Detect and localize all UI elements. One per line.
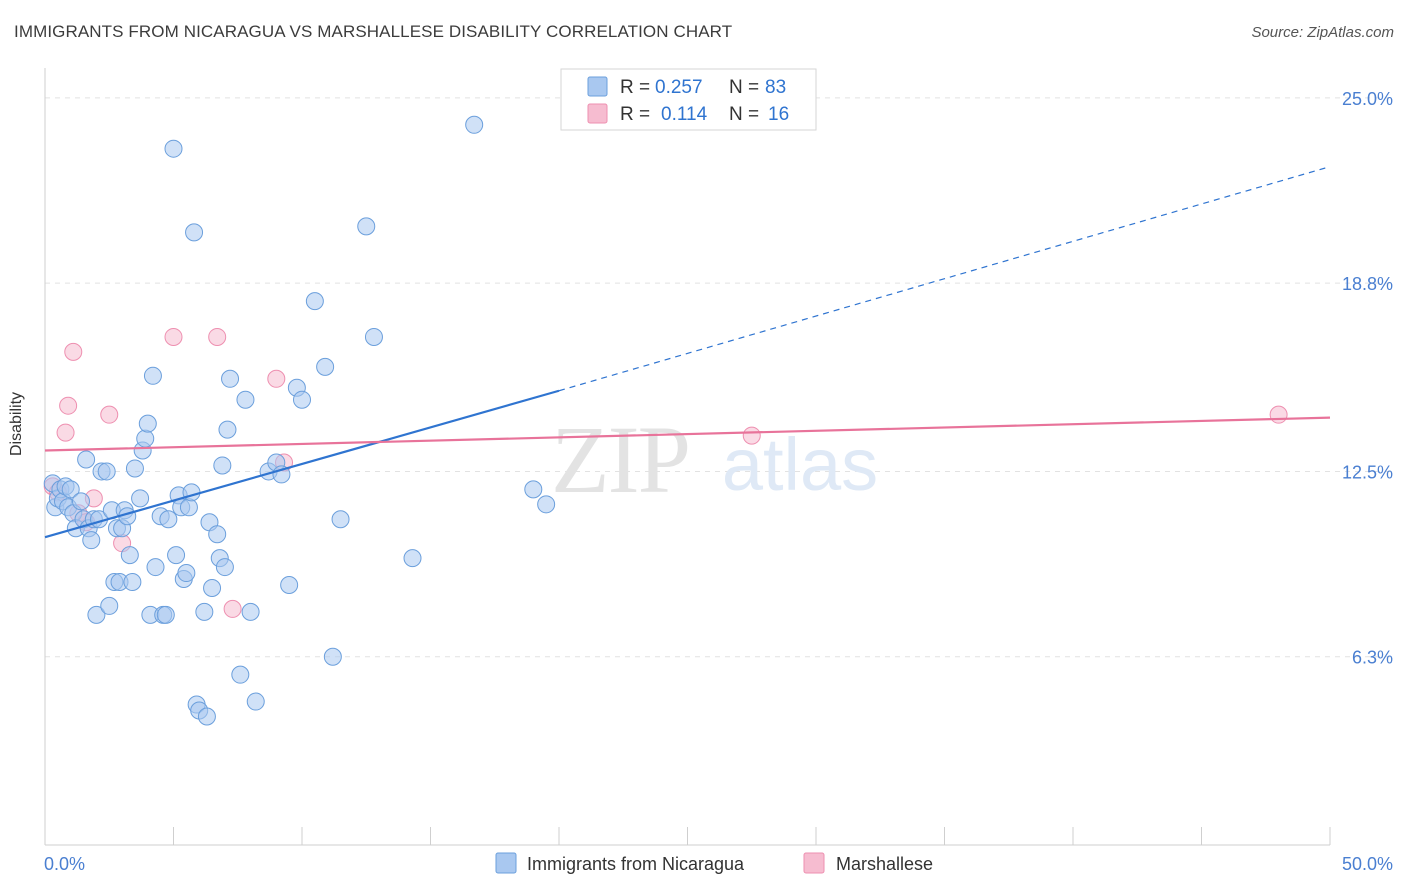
data-point-marshallese: [267, 369, 286, 388]
data-point-marshallese: [742, 426, 761, 445]
legend-n-label: N =: [729, 77, 759, 98]
data-point-marshallese: [208, 327, 227, 346]
data-point-nicaragua: [195, 602, 214, 621]
data-point-nicaragua: [293, 390, 311, 409]
source-label: Source: ZipAtlas.com: [1251, 24, 1394, 41]
data-point-nicaragua: [208, 525, 227, 544]
legend-bottom: Immigrants from Nicaragua Marshallese: [495, 852, 933, 874]
data-point-marshallese: [59, 396, 78, 415]
y-tick-label: 25.0%: [1342, 89, 1393, 109]
trend-line-marshallese: [44, 416, 1331, 452]
data-point-nicaragua: [159, 510, 178, 529]
nicaragua-points: [43, 115, 556, 726]
y-tick-label: 18.8%: [1342, 274, 1393, 294]
data-point-nicaragua: [331, 510, 350, 529]
trend-lines: [44, 166, 1331, 539]
chart-title: IMMIGRANTS FROM NICARAGUA VS MARSHALLESE…: [14, 22, 733, 41]
data-point-nicaragua: [403, 549, 422, 568]
data-point-nicaragua: [246, 692, 265, 711]
data-point-nicaragua: [524, 480, 543, 499]
y-tick-label: 12.5%: [1342, 462, 1393, 482]
legend-series-name: Marshallese: [836, 854, 933, 874]
data-point-nicaragua: [182, 483, 201, 502]
data-point-nicaragua: [236, 390, 255, 409]
data-point-nicaragua: [203, 578, 222, 597]
data-point-marshallese: [100, 405, 119, 424]
data-point-nicaragua: [177, 564, 196, 583]
legend-series-name: Immigrants from Nicaragua: [527, 854, 745, 874]
legend-top: R = 0.257 N = 83 R = 0.114 N = 16: [560, 68, 817, 131]
data-point-nicaragua: [97, 462, 116, 481]
legend-r-label: R =: [620, 77, 650, 98]
legend-swatch-blue: [495, 852, 517, 874]
data-point-nicaragua: [364, 327, 383, 346]
data-point-nicaragua: [537, 495, 556, 514]
data-point-nicaragua: [123, 573, 142, 592]
data-point-nicaragua: [143, 366, 162, 385]
x-tick-label: 50.0%: [1342, 854, 1393, 874]
data-point-nicaragua: [131, 489, 150, 508]
legend-swatch-blue: [587, 76, 608, 97]
data-point-nicaragua: [136, 429, 155, 448]
axes: [44, 68, 1331, 846]
data-point-nicaragua: [323, 647, 342, 666]
legend-n-value: 83: [765, 77, 786, 98]
data-point-marshallese: [164, 327, 183, 346]
data-point-nicaragua: [197, 707, 216, 726]
data-point-nicaragua: [215, 558, 234, 577]
legend-r-value: 0.114: [661, 104, 708, 125]
data-point-marshallese: [1269, 405, 1288, 424]
data-point-nicaragua: [71, 492, 90, 511]
tick-labels: 6.3% 12.5% 18.8% 25.0% 0.0% 50.0%: [44, 89, 1393, 874]
data-point-nicaragua: [164, 139, 183, 158]
data-point-nicaragua: [231, 665, 250, 684]
data-point-nicaragua: [179, 498, 198, 517]
legend-swatch-pink: [803, 852, 825, 874]
data-point-nicaragua: [221, 369, 240, 388]
data-point-nicaragua: [167, 546, 186, 565]
data-point-nicaragua: [213, 456, 232, 475]
data-point-nicaragua: [82, 531, 101, 550]
trend-line-nicaragua-extension: [558, 166, 1331, 392]
data-point-nicaragua: [125, 459, 144, 478]
trend-line-nicaragua: [44, 389, 560, 539]
data-point-marshallese: [56, 423, 75, 442]
data-point-nicaragua: [146, 558, 165, 577]
data-point-nicaragua: [218, 420, 237, 439]
y-tick-label: 6.3%: [1352, 648, 1393, 668]
legend-r-label: R =: [620, 104, 650, 125]
data-point-nicaragua: [316, 357, 335, 376]
data-point-nicaragua: [357, 217, 376, 236]
data-point-nicaragua: [138, 414, 157, 433]
data-point-nicaragua: [465, 115, 484, 134]
data-point-marshallese: [223, 599, 242, 618]
data-point-nicaragua: [77, 450, 96, 469]
data-point-nicaragua: [185, 223, 204, 242]
data-point-nicaragua: [305, 292, 324, 311]
watermark-zip: ZIP: [551, 406, 689, 513]
data-point-marshallese: [64, 342, 83, 361]
data-point-nicaragua: [87, 605, 106, 624]
data-point-nicaragua: [280, 576, 299, 595]
legend-n-value: 16: [768, 104, 789, 125]
watermark: ZIP atlas: [551, 406, 878, 513]
x-tick-label: 0.0%: [44, 854, 85, 874]
data-point-nicaragua: [61, 480, 80, 499]
data-point-nicaragua: [120, 546, 139, 565]
gridlines: [45, 97, 1395, 658]
data-point-nicaragua: [100, 596, 119, 615]
legend-n-label: N =: [729, 104, 759, 125]
legend-r-value: 0.257: [655, 77, 703, 98]
data-point-nicaragua: [156, 605, 175, 624]
data-point-nicaragua: [241, 602, 260, 621]
legend-swatch-pink: [587, 103, 608, 124]
